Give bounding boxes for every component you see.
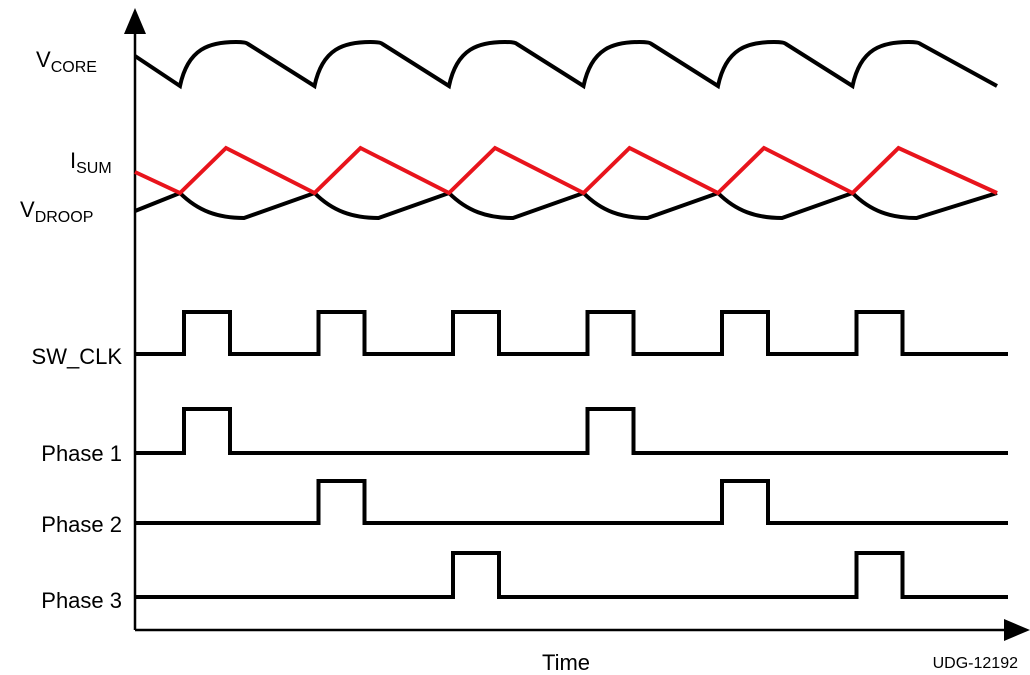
sw-clk-waveform bbox=[135, 310, 1008, 356]
phase-3-waveform bbox=[135, 551, 1008, 599]
sw-clk-label: SW_CLK bbox=[32, 344, 123, 369]
vcore-waveform bbox=[133, 39, 998, 90]
y-axis-arrow bbox=[124, 8, 146, 34]
isum-waveform bbox=[134, 145, 998, 196]
vdroop-label: VDROOP bbox=[20, 197, 93, 226]
phase-3-label: Phase 3 bbox=[41, 588, 122, 613]
phase-1-label: Phase 1 bbox=[41, 441, 122, 466]
figure-id: UDG-12192 bbox=[933, 655, 1018, 672]
phase-2-waveform bbox=[135, 479, 1008, 525]
x-axis-title: Time bbox=[542, 650, 590, 675]
isum-label: ISUM bbox=[70, 148, 112, 177]
phase-2-label: Phase 2 bbox=[41, 512, 122, 537]
vcore-label: VCORE bbox=[36, 47, 97, 76]
phase-1-waveform bbox=[135, 407, 1008, 455]
x-axis-arrow bbox=[1004, 619, 1030, 641]
vdroop-waveform bbox=[134, 190, 998, 221]
